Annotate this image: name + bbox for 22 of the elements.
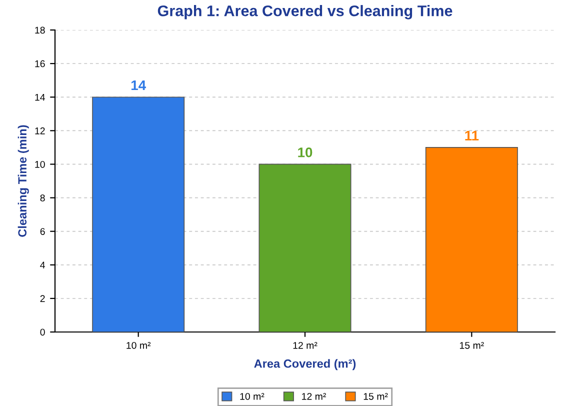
y-tick-label: 10 xyxy=(35,160,45,168)
y-tick-label: 0 xyxy=(40,328,45,336)
y-tick-label: 12 xyxy=(35,127,45,134)
y-tick-label: 2 xyxy=(40,295,45,302)
data-label: 10 xyxy=(298,147,312,158)
chart-title: Graph 1: Area Covered vs Cleaning Time xyxy=(158,5,452,20)
data-label: 14 xyxy=(131,80,146,90)
x-tick-label: 15 m² xyxy=(460,342,484,349)
y-tick-label: 8 xyxy=(40,194,45,202)
data-label: 11 xyxy=(465,130,479,140)
y-tick-label: 4 xyxy=(40,262,45,268)
legend-label: 10 m² xyxy=(240,392,264,400)
y-tick-label: 14 xyxy=(35,94,45,101)
legend-label: 15 m² xyxy=(364,393,388,400)
legend-label: 12 m² xyxy=(302,392,326,400)
x-axis-title: Area Covered (m²) xyxy=(254,359,356,370)
y-tick-label: 6 xyxy=(40,228,45,235)
y-tick-label: 16 xyxy=(35,60,45,68)
y-tick-label: 18 xyxy=(35,26,45,34)
x-tick-label: 10 m² xyxy=(126,342,151,349)
y-axis-title: Cleaning Time (min) xyxy=(18,125,29,237)
x-tick-label: 12 m² xyxy=(293,342,318,349)
